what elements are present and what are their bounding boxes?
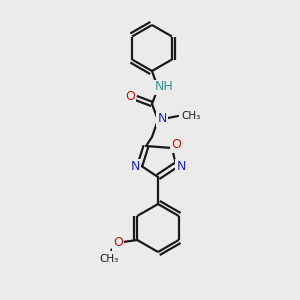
- Text: N: N: [176, 160, 186, 172]
- Text: O: O: [171, 139, 181, 152]
- Text: N: N: [157, 112, 167, 125]
- Text: O: O: [125, 89, 135, 103]
- Text: CH₃: CH₃: [100, 254, 119, 264]
- Text: NH: NH: [154, 80, 173, 94]
- Text: CH₃: CH₃: [181, 111, 200, 121]
- Text: N: N: [130, 160, 140, 172]
- Text: O: O: [113, 236, 123, 250]
